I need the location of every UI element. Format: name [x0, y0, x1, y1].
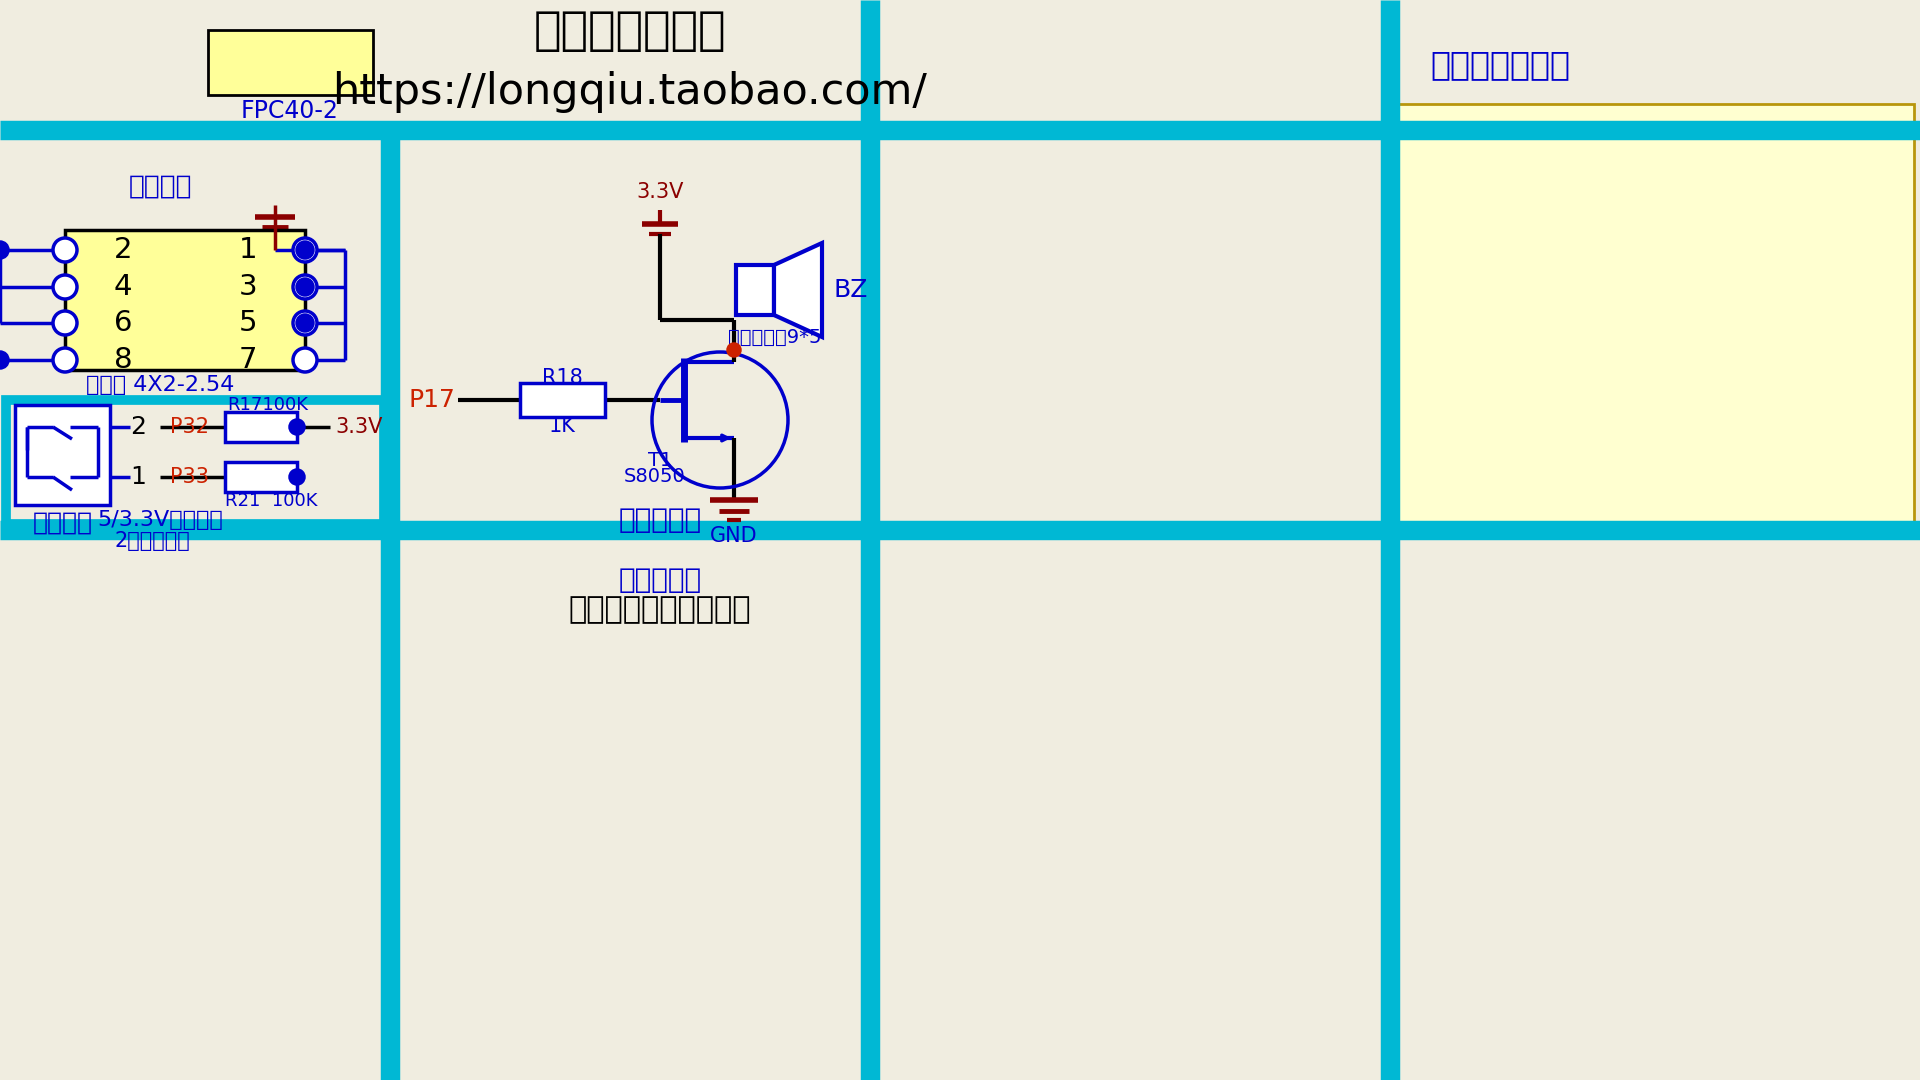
Text: 2: 2	[131, 415, 146, 438]
Bar	[1396, 104, 1914, 524]
Circle shape	[298, 315, 313, 330]
Text: 4: 4	[113, 273, 132, 301]
Text: R17100K: R17100K	[227, 396, 307, 414]
Text: 有源蜂鸣器9*5: 有源蜂鸣器9*5	[728, 327, 822, 347]
Text: FPC40-2: FPC40-2	[242, 99, 340, 123]
Text: R18: R18	[541, 368, 582, 388]
Circle shape	[54, 238, 77, 262]
Bar	[15, 405, 109, 505]
Text: 本模块对应接口的模块: 本模块对应接口的模块	[568, 595, 751, 624]
Bar	[6, 400, 384, 524]
Bar	[207, 30, 372, 95]
Circle shape	[290, 470, 303, 484]
Bar	[735, 265, 774, 315]
Text: 2: 2	[113, 237, 132, 264]
Text: 3.3V: 3.3V	[636, 183, 684, 202]
Text: 蜂鸣器电路: 蜂鸣器电路	[618, 566, 701, 594]
Text: 蜂鸣器电路: 蜂鸣器电路	[618, 507, 701, 534]
Text: 3.3V: 3.3V	[334, 417, 382, 437]
Text: 3: 3	[238, 273, 257, 301]
Bar	[225, 462, 298, 492]
Text: P17: P17	[409, 388, 455, 411]
Text: BZ: BZ	[833, 278, 868, 302]
Bar	[520, 383, 605, 417]
Text: 6: 6	[113, 309, 132, 337]
Circle shape	[294, 348, 317, 372]
Text: 双排针 4X2-2.54: 双排针 4X2-2.54	[86, 375, 234, 395]
Circle shape	[54, 311, 77, 335]
Text: 7: 7	[238, 346, 257, 374]
Circle shape	[298, 242, 313, 258]
Circle shape	[294, 275, 317, 299]
Text: 5: 5	[238, 309, 257, 337]
Text: P32: P32	[171, 417, 209, 437]
Circle shape	[54, 348, 77, 372]
Text: 龙邳编码器或扟: 龙邳编码器或扟	[1430, 49, 1571, 81]
Text: 电源扩展: 电源扩展	[129, 174, 192, 200]
Text: GND: GND	[710, 526, 758, 546]
Circle shape	[290, 420, 303, 434]
Text: 1: 1	[238, 237, 257, 264]
Text: R21  100K: R21 100K	[225, 492, 317, 510]
Circle shape	[54, 275, 77, 299]
Text: 1: 1	[131, 465, 146, 489]
Circle shape	[298, 279, 313, 295]
Circle shape	[728, 345, 739, 356]
Circle shape	[294, 238, 317, 262]
Text: 模块采购链接：: 模块采购链接：	[534, 10, 726, 54]
Text: 8: 8	[113, 346, 132, 374]
Text: P33: P33	[171, 467, 209, 487]
Text: 拨码开关: 拨码开关	[33, 511, 92, 535]
Text: T1: T1	[647, 450, 672, 470]
Circle shape	[0, 242, 8, 258]
Text: S8050: S8050	[624, 467, 685, 486]
Circle shape	[0, 352, 8, 368]
Text: 1K: 1K	[549, 416, 576, 436]
Text: 2位拨码开关: 2位拨码开关	[115, 531, 190, 551]
Bar	[65, 230, 305, 370]
Circle shape	[294, 311, 317, 335]
Text: https://longqiu.taobao.com/: https://longqiu.taobao.com/	[332, 71, 927, 113]
Polygon shape	[774, 243, 822, 337]
Text: 5/3.3V扩展电路: 5/3.3V扩展电路	[98, 510, 223, 530]
Bar	[225, 411, 298, 442]
